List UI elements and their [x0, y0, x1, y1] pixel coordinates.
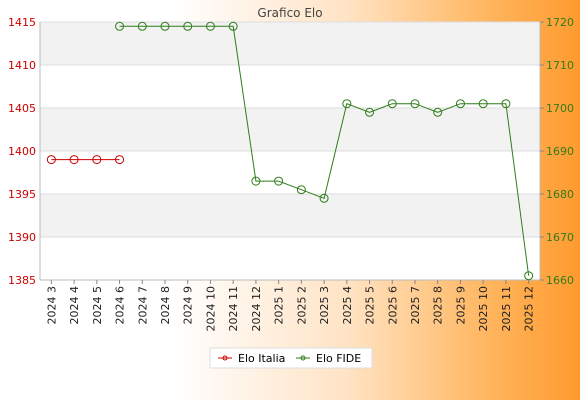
series-line-elo-fide: [119, 25, 530, 276]
x-tick-label: 2024 4: [68, 286, 81, 325]
y-right-tick-label: 1720: [546, 16, 574, 29]
legend-marker-elo-fide: [300, 355, 306, 361]
data-point-elo-fide: [205, 21, 215, 31]
y-left-tick-label: 1410: [8, 59, 36, 72]
x-tick-label: 2025 12: [523, 286, 536, 332]
x-tick-label: 2025 8: [432, 286, 445, 325]
x-tick-label: 2025 3: [318, 286, 331, 325]
data-point-elo-italia: [115, 155, 125, 165]
y-right-tick-label: 1690: [546, 145, 574, 158]
data-point-elo-fide: [296, 185, 306, 195]
data-point-elo-fide: [501, 99, 511, 109]
y-right-tick-label: 1710: [546, 59, 574, 72]
y-left-tick-label: 1390: [8, 231, 36, 244]
data-point-elo-fide: [183, 21, 193, 31]
data-point-elo-fide: [433, 107, 443, 117]
data-point-elo-fide: [137, 21, 147, 31]
x-tick-label: 2025 9: [454, 286, 467, 325]
y-left-tick-label: 1405: [8, 102, 36, 115]
x-tick-label: 2024 3: [45, 286, 58, 325]
x-tick-label: 2024 7: [136, 286, 149, 325]
x-tick-label: 2025 1: [273, 286, 286, 325]
data-point-elo-fide: [319, 193, 329, 203]
x-tick-label: 2025 7: [409, 286, 422, 325]
y-left-tick-label: 1385: [8, 274, 36, 287]
x-tick-label: 2024 6: [114, 286, 127, 325]
axes: 1385 1390 1395 1400 1405 1410 1415 1660 1670 1680…: [8, 16, 574, 332]
data-point-elo-italia: [46, 155, 56, 165]
plot-band: [40, 108, 540, 151]
y-left-tick-label: 1395: [8, 188, 36, 201]
data-point-elo-fide: [274, 176, 284, 186]
y-right-tick-label: 1700: [546, 102, 574, 115]
x-tick-label: 2024 11: [227, 286, 240, 332]
legend-box: [209, 347, 373, 369]
data-point-elo-fide: [410, 99, 420, 109]
data-point-elo-fide: [455, 99, 465, 109]
x-tick-label: 2025 11: [500, 286, 513, 332]
x-tick-label: 2024 9: [182, 286, 195, 325]
x-tick-label: 2025 5: [364, 286, 377, 325]
data-point-elo-fide: [160, 21, 170, 31]
y-left-tick-label: 1415: [8, 16, 36, 29]
legend-label-elo-fide: Elo FIDE: [316, 352, 361, 365]
plot-band: [40, 194, 540, 237]
x-tick-label: 2025 2: [295, 286, 308, 325]
y-left-tick-label: 1400: [8, 145, 36, 158]
y-right-tick-label: 1670: [546, 231, 574, 244]
data-point-elo-fide: [228, 21, 238, 31]
data-point-elo-italia: [92, 155, 102, 165]
legend-label-elo-italia: Elo Italia: [238, 352, 285, 365]
data-point-elo-fide: [524, 271, 534, 281]
data-point-elo-italia: [69, 155, 79, 165]
x-tick-label: 2024 8: [159, 286, 172, 325]
legend: Elo Italia Elo FIDE: [209, 347, 373, 369]
data-point-elo-fide: [478, 99, 488, 109]
data-point-elo-fide: [251, 176, 261, 186]
y-right-tick-label: 1660: [546, 274, 574, 287]
chart-title: Grafico Elo: [257, 6, 322, 20]
x-tick-label: 2025 10: [477, 286, 490, 332]
data-point-elo-fide: [387, 99, 397, 109]
data-point-elo-fide: [115, 21, 125, 31]
x-tick-label: 2024 10: [204, 286, 217, 332]
legend-marker-elo-italia: [222, 355, 228, 361]
series-layer: [46, 21, 534, 281]
y-right-tick-label: 1680: [546, 188, 574, 201]
x-tick-label: 2024 12: [250, 286, 263, 332]
plot-band: [40, 22, 540, 65]
x-tick-label: 2025 6: [386, 286, 399, 325]
x-tick-label: 2024 5: [91, 286, 104, 325]
data-point-elo-fide: [342, 99, 352, 109]
x-tick-label: 2025 4: [341, 286, 354, 325]
data-point-elo-fide: [365, 107, 375, 117]
